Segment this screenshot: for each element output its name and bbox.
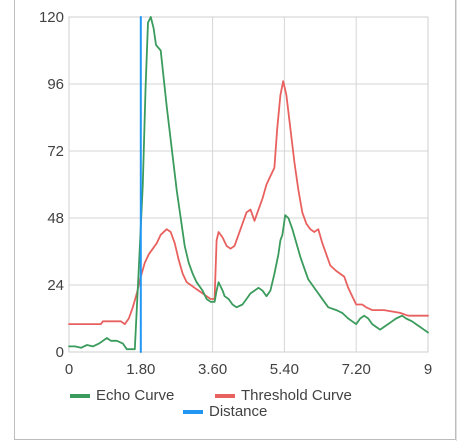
scrollbar-track[interactable]	[456, 0, 467, 441]
legend-item-threshold-curve: Threshold Curve	[215, 387, 352, 404]
y-tick-label: 48	[47, 210, 64, 227]
legend-label-distance: Distance	[209, 403, 267, 420]
y-tick-label: 72	[47, 143, 64, 160]
x-tick-label: 5.40	[270, 361, 299, 378]
legend-swatch-distance	[183, 410, 203, 414]
x-tick-label: 7.20	[342, 361, 371, 378]
axis-tick-labels: 0 1.80 3.60 5.40 7.20 9 0 24 48 72 96 120	[39, 9, 432, 378]
y-tick-label: 120	[39, 9, 64, 26]
x-tick-label: 9	[424, 361, 432, 378]
legend-item-echo-curve: Echo Curve	[70, 387, 174, 404]
x-tick-label: 3.60	[198, 361, 227, 378]
chart-panel	[14, 0, 456, 440]
legend-swatch-echo-curve	[70, 394, 90, 398]
y-tick-label: 24	[47, 277, 64, 294]
x-tick-label: 0	[65, 361, 73, 378]
legend-label-threshold-curve: Threshold Curve	[241, 387, 352, 404]
plot-border	[68, 16, 429, 353]
y-tick-label: 96	[47, 76, 64, 93]
threshold-curve-line	[68, 80, 429, 325]
legend-item-distance: Distance	[183, 403, 267, 420]
echo-curve-line	[68, 16, 429, 351]
series-lines	[68, 16, 429, 353]
y-tick-label: 0	[56, 344, 64, 361]
x-tick-label: 1.80	[126, 361, 155, 378]
legend-swatch-threshold-curve	[215, 394, 235, 398]
grid	[68, 16, 429, 353]
legend-label-echo-curve: Echo Curve	[96, 387, 174, 404]
